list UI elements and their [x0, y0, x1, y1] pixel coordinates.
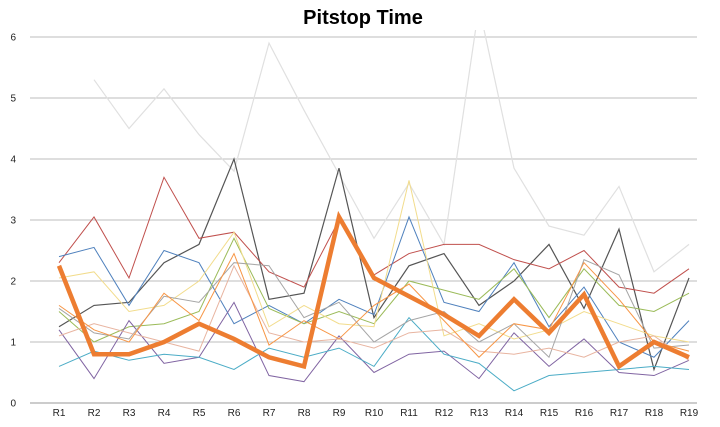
- series-line-6: [58, 301, 690, 383]
- x-tick-label: R15: [540, 408, 559, 419]
- y-tick-label: 3: [10, 216, 16, 227]
- series-line-11: [58, 252, 690, 358]
- y-tick-label: 0: [10, 399, 16, 410]
- x-tick-label: R18: [645, 408, 664, 419]
- y-tick-label: 5: [10, 94, 16, 105]
- x-tick-label: R9: [333, 408, 346, 419]
- x-tick-label: R1: [53, 408, 66, 419]
- x-tick-label: R2: [88, 408, 101, 419]
- x-tick-label: R11: [400, 408, 418, 419]
- x-tick-label: R19: [680, 408, 699, 419]
- series-line-1: [93, 30, 690, 273]
- series-line-5: [58, 237, 690, 343]
- x-tick-label: R7: [263, 408, 276, 419]
- series-line-7: [58, 316, 690, 392]
- x-tick-label: R10: [365, 408, 384, 419]
- x-tick-label: R16: [575, 408, 594, 419]
- y-tick-label: 4: [10, 155, 16, 166]
- y-tick-label: 6: [10, 33, 16, 44]
- series-layer: [56, 30, 690, 392]
- grid: [30, 36, 697, 404]
- series-line-12: [56, 210, 690, 370]
- series-line-4: [58, 215, 690, 358]
- x-tick-label: R5: [193, 408, 206, 419]
- y-axis-ticks: 0 1 2 3 4 5 6: [10, 33, 16, 410]
- x-tick-label: R4: [158, 408, 171, 419]
- chart-title: Pitstop Time: [303, 7, 423, 29]
- y-tick-label: 1: [10, 338, 16, 349]
- x-tick-label: R17: [610, 408, 629, 419]
- series-line-9: [58, 258, 690, 359]
- x-tick-label: R13: [470, 408, 489, 419]
- x-tick-label: R12: [435, 408, 454, 419]
- x-axis-ticks: R1 R2 R3 R4 R5 R6 R7 R8 R9 R10 R11 R12 R13 R14 R15 R16 R…: [53, 408, 699, 419]
- x-tick-label: R14: [505, 408, 524, 419]
- y-tick-label: 2: [10, 277, 16, 288]
- x-tick-label: R6: [228, 408, 241, 419]
- x-tick-label: R8: [298, 408, 311, 419]
- x-tick-label: R3: [123, 408, 136, 419]
- series-line-2: [58, 157, 690, 372]
- series-line-8: [58, 180, 690, 343]
